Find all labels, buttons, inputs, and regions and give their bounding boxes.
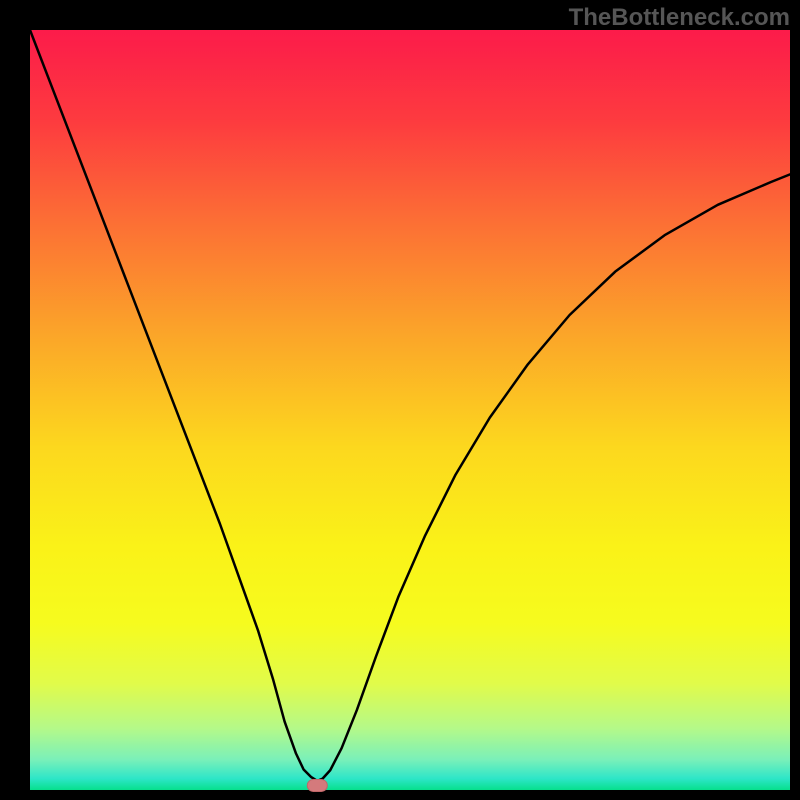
chart-svg: [0, 0, 800, 800]
watermark-text: TheBottleneck.com: [569, 4, 790, 32]
chart-container: TheBottleneck.com: [0, 0, 800, 800]
plot-background: [30, 30, 790, 790]
optimal-point-marker: [307, 779, 327, 791]
